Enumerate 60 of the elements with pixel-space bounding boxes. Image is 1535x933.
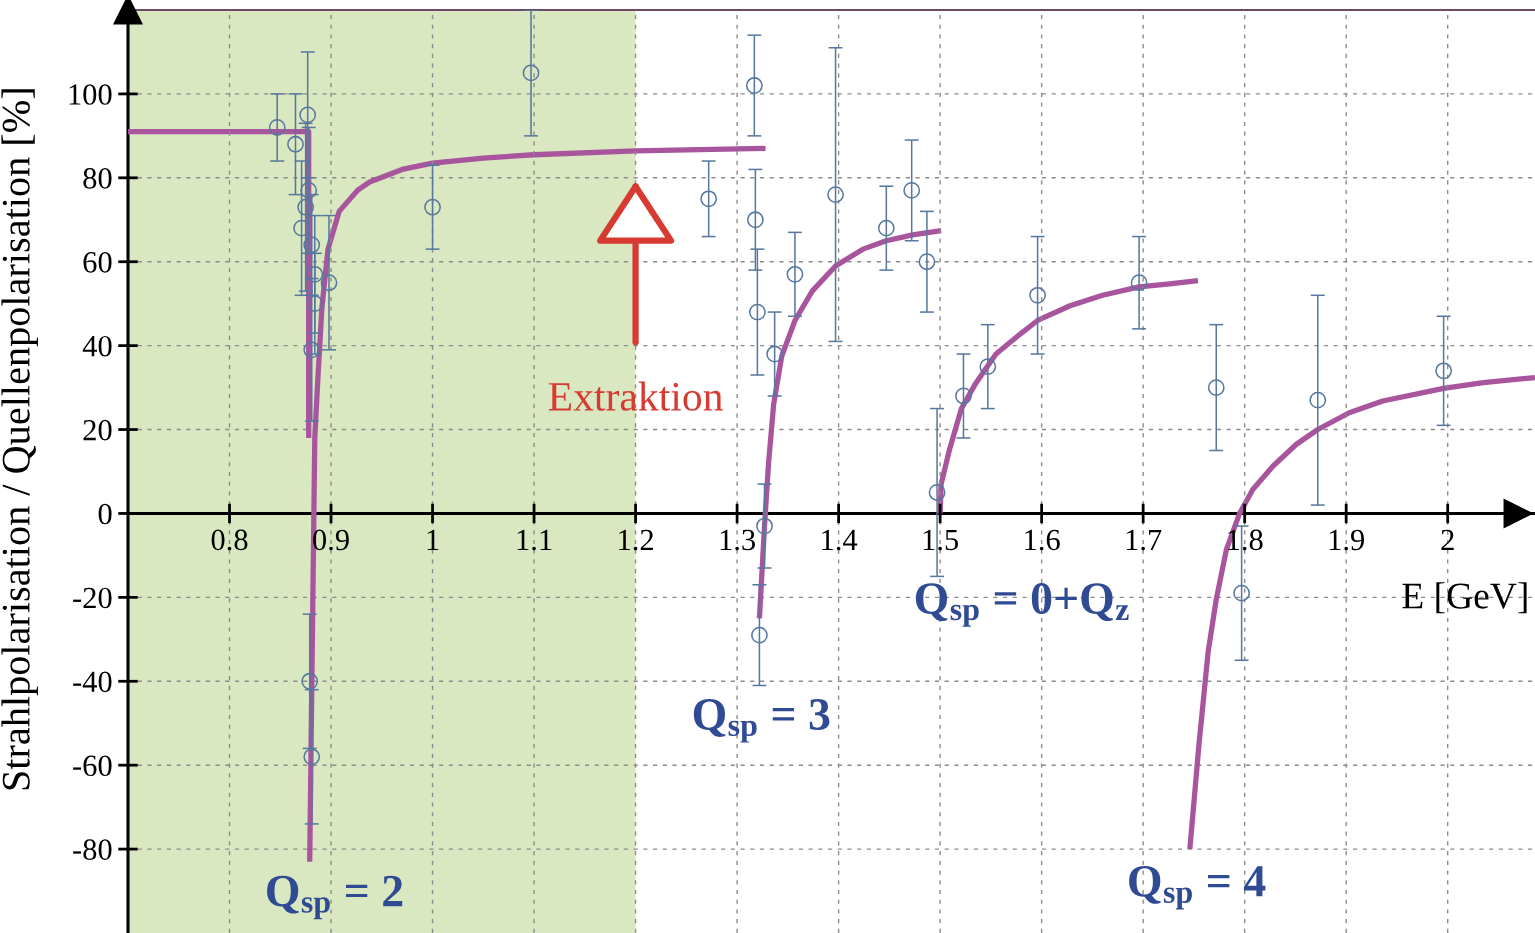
x-tick-label: 1.7 [1126, 529, 1162, 551]
point [756, 517, 773, 535]
y-tick-label: -80 [73, 839, 112, 860]
y-tick-label: -40 [73, 671, 112, 693]
point [297, 198, 315, 216]
y-tick-label: 0 [98, 503, 112, 525]
x-tick-label: 1.6 [1025, 529, 1060, 551]
point [979, 358, 997, 376]
x-axis-title: E [GeV] [1402, 582, 1527, 614]
x-tick-label: 0.8 [211, 529, 248, 551]
point [746, 211, 764, 229]
x-tick-label: 1.4 [822, 529, 858, 551]
point [268, 119, 286, 136]
series-label: Q$_{sp}$ = 2 [267, 875, 403, 920]
point [748, 303, 766, 321]
y-tick-label: -60 [73, 755, 112, 777]
point [766, 345, 784, 363]
y-axis-title: Strahlpolarisation / Quellenpolarisation [%] [1, 89, 38, 790]
point [827, 186, 844, 204]
x-tick-label: 1.1 [517, 529, 552, 551]
x-tick-label: 2 [1441, 529, 1454, 550]
point [301, 672, 319, 690]
point [928, 484, 946, 501]
series-label: Q$_{sp}$ = 4 [1129, 865, 1266, 910]
point [955, 387, 972, 405]
point [1207, 379, 1225, 396]
point [1029, 286, 1046, 304]
series-label: Q$_{sp}$ = 0+Q$_{z}$ [915, 583, 1129, 627]
x-tick-label: 1.2 [619, 529, 653, 551]
point [877, 219, 895, 237]
annotation: Extraktion [548, 381, 723, 411]
point [522, 64, 540, 82]
point [700, 190, 718, 208]
point [303, 748, 321, 766]
y-tick-label: 80 [83, 168, 112, 189]
point [903, 182, 921, 199]
point [786, 265, 804, 283]
y-tick-label: -20 [73, 587, 112, 609]
point [320, 274, 338, 292]
x-tick-label: 1 [427, 529, 439, 550]
point [303, 341, 321, 359]
point [751, 626, 768, 644]
point [306, 265, 324, 283]
point [299, 106, 317, 124]
y-tick-label: 40 [82, 335, 112, 357]
point [1130, 274, 1148, 292]
y-tick-label: 100 [69, 84, 112, 105]
x-tick-label: 1.3 [720, 529, 755, 551]
point [293, 219, 310, 237]
y-tick-label: 20 [83, 419, 112, 441]
point [424, 198, 441, 216]
y-tick-label: 60 [83, 252, 112, 273]
x-tick-label: 1.9 [1329, 529, 1365, 551]
point [1435, 362, 1453, 380]
text: Q$_{sp}$ = 3 [693, 699, 830, 743]
point [1309, 391, 1327, 409]
point [287, 135, 304, 153]
point [918, 253, 936, 271]
point [1233, 584, 1251, 602]
point [745, 77, 763, 94]
